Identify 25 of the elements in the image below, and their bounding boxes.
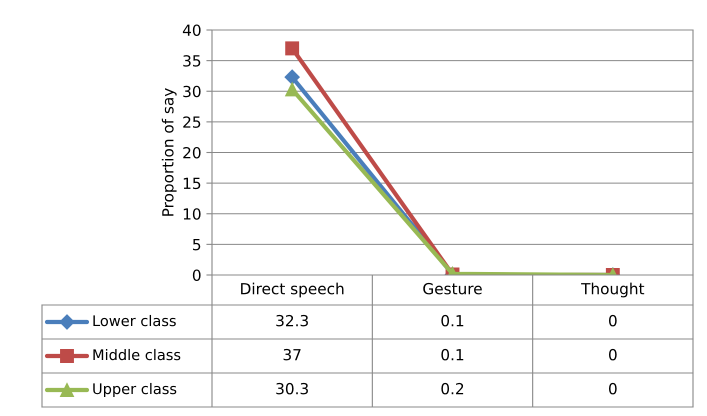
y-tick-label: 10 xyxy=(184,208,201,220)
data-label: 0.1 xyxy=(441,314,464,326)
x-tick-label: Direct speech xyxy=(241,282,344,298)
y-tick-label: 5 xyxy=(193,239,200,250)
data-label: 30.3 xyxy=(276,382,308,394)
data-label: 0 xyxy=(608,314,617,326)
y-tick-label: 0 xyxy=(192,269,201,282)
y-tick-label: 25 xyxy=(183,116,200,128)
data-label: 0 xyxy=(608,348,617,360)
y-tick-label: 35 xyxy=(183,55,200,67)
y-tick-label: 20 xyxy=(183,146,201,159)
data-label: 0 xyxy=(608,382,617,394)
x-tick-label: Gesture xyxy=(423,282,482,294)
x-tick-label: Thought xyxy=(581,282,644,298)
data-label: 0.2 xyxy=(441,382,464,394)
legend-label: Upper class xyxy=(93,382,176,398)
y-tick-label: 30 xyxy=(183,86,201,98)
data-label: 0.1 xyxy=(441,348,464,360)
y-tick-label: 15 xyxy=(184,178,200,190)
legend-label: Lower class xyxy=(93,314,176,326)
legend-label: Middle class xyxy=(93,348,180,360)
data-label: 32.3 xyxy=(276,314,308,326)
y-axis-title: Proportion of say xyxy=(162,88,177,216)
data-label: 37 xyxy=(284,348,301,360)
y-tick-label: 40 xyxy=(182,24,201,36)
